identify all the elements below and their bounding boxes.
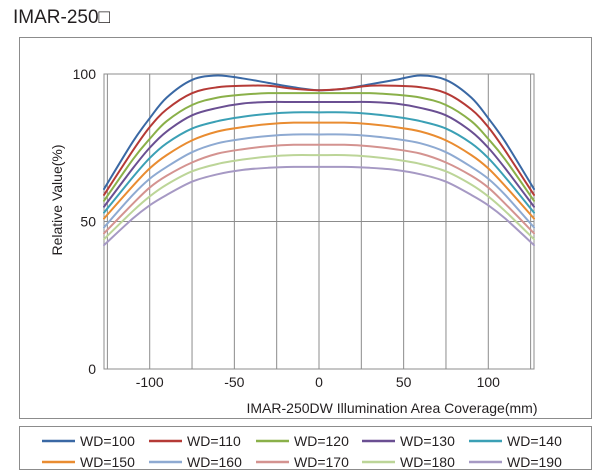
legend-label: WD=140 bbox=[507, 433, 562, 449]
legend-label: WD=150 bbox=[80, 454, 135, 470]
grid bbox=[103, 73, 535, 370]
series-line-wd-110 bbox=[103, 84, 535, 196]
legend-item: WD=190 bbox=[469, 454, 562, 470]
legend-item: WD=100 bbox=[42, 433, 135, 449]
legend-item: WD=110 bbox=[149, 433, 241, 449]
y-axis-label: Relative Value(%) bbox=[49, 144, 65, 255]
x-tick-label: 50 bbox=[396, 374, 412, 390]
legend-label: WD=110 bbox=[187, 433, 241, 449]
series-line-wd-140 bbox=[103, 111, 535, 214]
legend-label: WD=170 bbox=[294, 454, 349, 470]
y-tick-label: 0 bbox=[88, 361, 96, 377]
chart-frame bbox=[19, 37, 592, 419]
series-line-wd-120 bbox=[103, 92, 535, 202]
legend-label: WD=180 bbox=[400, 454, 455, 470]
legend-label: WD=120 bbox=[294, 433, 349, 449]
series-line-wd-160 bbox=[103, 133, 535, 229]
legend-item: WD=180 bbox=[362, 454, 455, 470]
legend-label: WD=160 bbox=[187, 454, 242, 470]
x-tick-label: -100 bbox=[136, 374, 164, 390]
x-tick-label: 0 bbox=[315, 374, 323, 390]
legend-item: WD=160 bbox=[149, 454, 242, 470]
x-tick-label: -50 bbox=[224, 374, 244, 390]
legend-label: WD=130 bbox=[400, 433, 455, 449]
legend-box bbox=[19, 426, 592, 470]
y-tick-label: 50 bbox=[80, 214, 96, 230]
x-axis-label: IMAR-250DW Illumination Area Coverage(mm… bbox=[247, 400, 538, 416]
series-lines bbox=[103, 74, 535, 247]
series-line-wd-150 bbox=[103, 121, 535, 220]
legend-item: WD=140 bbox=[469, 433, 562, 449]
legend: WD=100 WD=110 WD=120 WD=130 WD=140 WD=150 WD=1… bbox=[42, 433, 562, 470]
legend-item: WD=170 bbox=[256, 454, 349, 470]
series-line-wd-190 bbox=[103, 165, 535, 247]
legend-item: WD=150 bbox=[42, 454, 135, 470]
series-line-wd-130 bbox=[103, 100, 535, 208]
legend-item: WD=130 bbox=[362, 433, 455, 449]
tick-labels: -100 -50 0 50 100 0 50 100 bbox=[73, 66, 501, 390]
legend-label: WD=190 bbox=[507, 454, 562, 470]
page-title: IMAR-250□ bbox=[13, 7, 111, 28]
x-tick-label: 100 bbox=[477, 374, 501, 390]
y-tick-label: 100 bbox=[73, 66, 97, 82]
series-line-wd-170 bbox=[103, 143, 535, 235]
legend-item: WD=120 bbox=[256, 433, 349, 449]
series-line-wd-180 bbox=[103, 154, 535, 241]
legend-label: WD=100 bbox=[80, 433, 135, 449]
